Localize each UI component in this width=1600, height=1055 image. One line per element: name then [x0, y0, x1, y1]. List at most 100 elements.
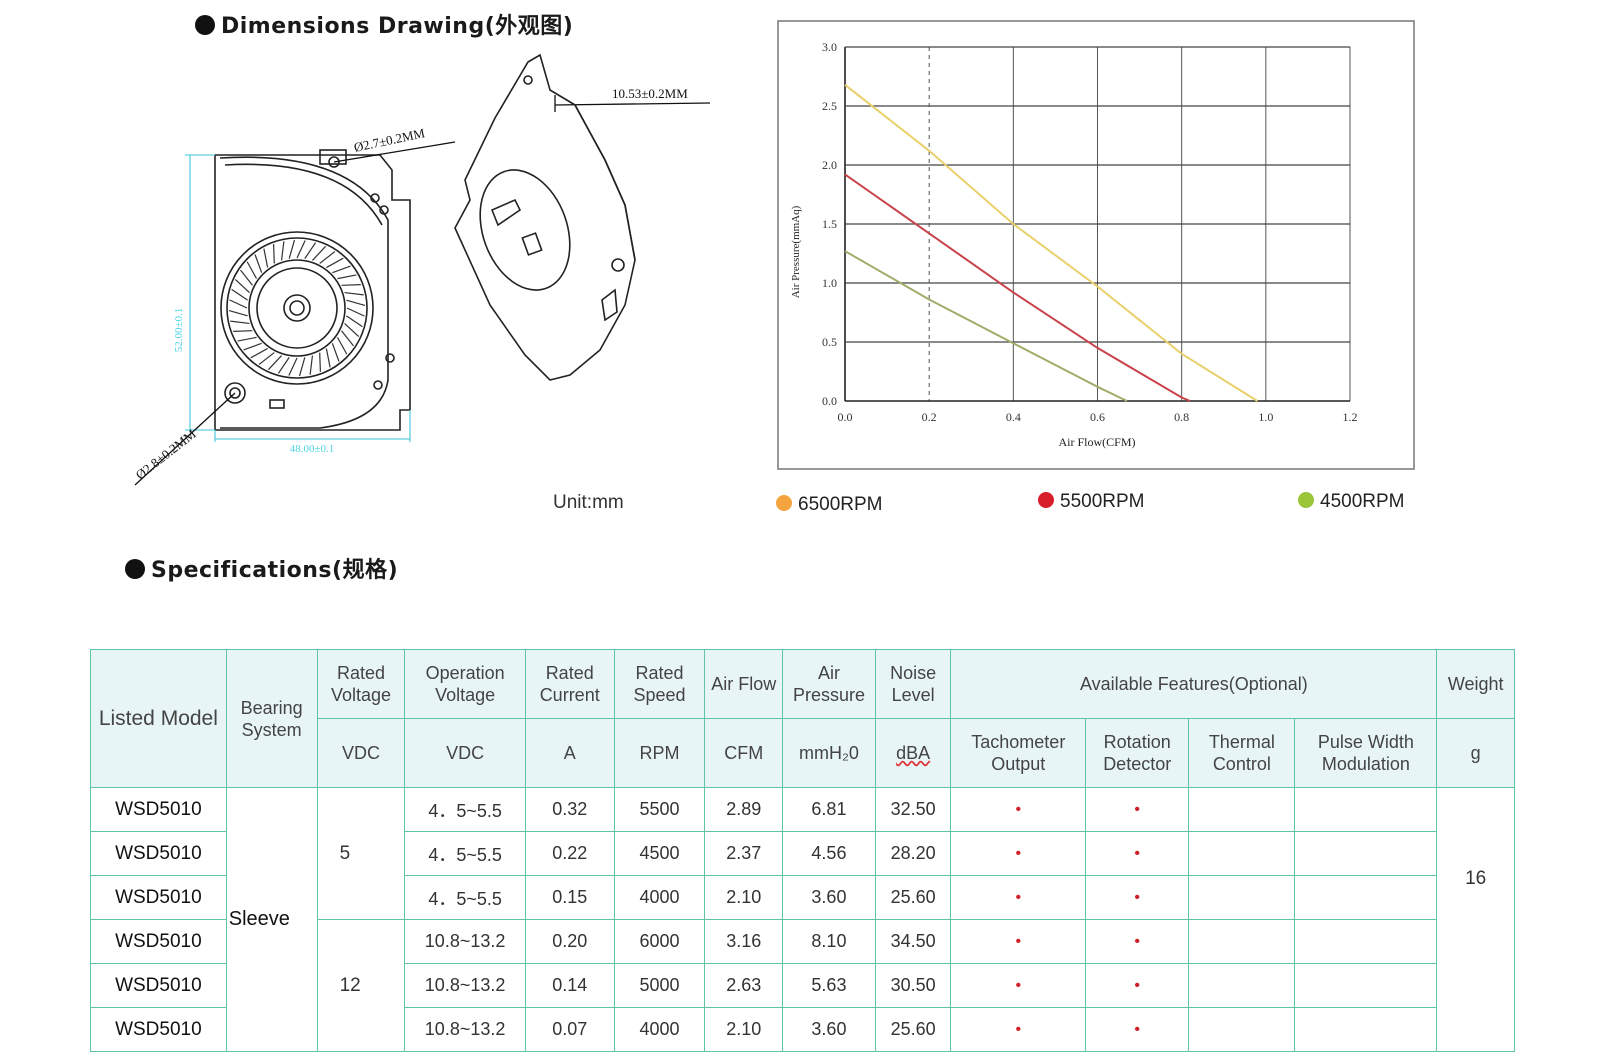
cell-current: 0.20 [524, 919, 615, 964]
cell-model: WSD5010 [90, 963, 227, 1008]
fan-blade [346, 299, 366, 307]
chart-frame [777, 20, 1415, 470]
cell-tachometer: • [950, 787, 1087, 832]
cell-thermal [1188, 963, 1296, 1008]
header-operation-voltage: Operation Voltage [404, 649, 526, 719]
cell-pwm [1294, 831, 1438, 876]
leader-lines [134, 95, 711, 486]
cell-flow: 2.10 [704, 1007, 784, 1052]
header-weight: Weight [1436, 649, 1515, 719]
fan-blade [326, 257, 344, 269]
cell-speed: 6000 [613, 919, 706, 964]
cell-flow: 2.63 [704, 963, 784, 1008]
fan-blade [319, 251, 336, 264]
unit-air-pressure: mmH₂0 [782, 718, 876, 788]
y-tick-label: 1.5 [822, 217, 837, 231]
cell-thermal [1188, 831, 1296, 876]
fan-blade [258, 352, 275, 365]
fan-side-view [454, 53, 636, 381]
chart-ticks: 0.0 0.2 0.4 0.6 0.8 1.0 1.2 0.0 0.5 1.0 1.5 2.0 2.5 3… [822, 40, 1358, 424]
cell-thermal [1188, 875, 1296, 920]
fan-blade [246, 261, 258, 279]
cell-weight: 16 [1436, 787, 1515, 1052]
cell-current: 0.15 [524, 875, 615, 920]
cell-noise: 34.50 [874, 919, 952, 964]
fan-blade [240, 269, 253, 286]
cell-pwm [1294, 1007, 1438, 1052]
cell-rated-voltage-12: 12 [316, 919, 406, 1052]
x-tick-label: 1.2 [1343, 410, 1358, 424]
cell-speed: 4500 [613, 831, 706, 876]
fan-blade [231, 288, 248, 301]
fan-blade [341, 284, 361, 286]
unit-rated-voltage: VDC [316, 718, 406, 788]
x-tick-label: 0.4 [1006, 410, 1021, 424]
cell-model: WSD5010 [90, 1007, 227, 1052]
table-row: WSD5010 10.8~13.2 0.14 5000 2.63 5.63 30… [90, 963, 1515, 1008]
cell-tachometer: • [950, 963, 1087, 1008]
cell-flow: 2.10 [704, 875, 784, 920]
fan-front-view [214, 149, 411, 431]
header-thermal-control: Thermal Control [1188, 718, 1296, 788]
cell-tachometer: • [950, 1007, 1087, 1052]
bullet-icon [125, 559, 145, 579]
fan-blade [267, 355, 282, 371]
fan-blade [325, 348, 331, 368]
unit-noise-level: dBA [874, 718, 952, 788]
cell-current: 0.32 [524, 787, 615, 832]
cell-op-voltage: 4．5~5.5 [404, 875, 526, 920]
y-tick-label: 1.0 [822, 276, 837, 290]
hole-bottom-dimension: Ø2.8±0.2MM [133, 426, 199, 483]
fan-blade [243, 342, 262, 351]
cell-speed: 4000 [613, 875, 706, 920]
header-rated-voltage: Rated Voltage [316, 649, 406, 719]
table-row: WSD5010 4．5~5.5 0.15 4000 2.10 3.60 25.6… [90, 875, 1515, 920]
cell-pwm [1294, 787, 1438, 832]
series-line-4500rpm [844, 250, 1128, 402]
chart-series [844, 84, 1258, 402]
header-available-features: Available Features(Optional) [950, 649, 1438, 719]
table-row: WSD5010 Sleeve 5 4．5~5.5 0.32 5500 2.89 … [90, 787, 1515, 1052]
header-tachometer-output: Tachometer Output [950, 718, 1087, 788]
fan-blade [288, 357, 298, 376]
specifications-heading: Specifications(规格) [125, 552, 398, 584]
cell-flow: 2.37 [704, 831, 784, 876]
y-tick-label: 3.0 [822, 40, 837, 54]
x-tick-label: 0.6 [1090, 410, 1105, 424]
cell-pressure: 4.56 [782, 831, 876, 876]
fan-blade [254, 254, 263, 273]
cell-bearing: Sleeve [225, 787, 318, 1052]
cell-pressure: 3.60 [782, 1007, 876, 1052]
header-air-flow: Air Flow [704, 649, 784, 719]
cell-pressure: 6.81 [782, 787, 876, 832]
unit-weight: g [1436, 718, 1515, 788]
cell-current: 0.22 [524, 831, 615, 876]
fan-blade [331, 343, 340, 362]
unit-operation-voltage: VDC [404, 718, 526, 788]
x-tick-label: 0.8 [1174, 410, 1189, 424]
legend-6500rpm: 6500RPM [776, 494, 883, 516]
fan-blade [233, 330, 253, 332]
table-row: WSD5010 10.8~13.2 0.07 4000 2.10 3.60 25… [90, 1007, 1515, 1052]
legend-dot-6500-icon [776, 495, 792, 511]
header-rotation-detector: Rotation Detector [1085, 718, 1190, 788]
fan-blade [237, 336, 257, 342]
legend-dot-5500-icon [1038, 492, 1054, 508]
cell-speed: 4000 [613, 1007, 706, 1052]
cell-pressure: 3.60 [782, 875, 876, 920]
header-rated-current: Rated Current [524, 649, 615, 719]
legend-5500rpm: 5500RPM [1038, 491, 1145, 513]
fan-blade [228, 309, 248, 317]
unit-rated-speed: RPM [613, 718, 706, 788]
dimensions-heading: Dimensions Drawing(外观图) [195, 8, 573, 40]
cell-op-voltage: 4．5~5.5 [404, 831, 526, 876]
fan-blade [277, 357, 290, 374]
cell-speed: 5500 [613, 787, 706, 832]
fan-blade [288, 239, 296, 259]
cell-model: WSD5010 [90, 831, 227, 876]
cell-tachometer: • [950, 875, 1087, 920]
airflow-pressure-chart: 0.0 0.2 0.4 0.6 0.8 1.0 1.2 0.0 0.5 1.0 1.5 2.0 2.5 3… [777, 20, 1415, 470]
fan-blade [304, 242, 317, 259]
cell-noise: 30.50 [874, 963, 952, 1008]
cell-op-voltage: 10.8~13.2 [404, 1007, 526, 1052]
